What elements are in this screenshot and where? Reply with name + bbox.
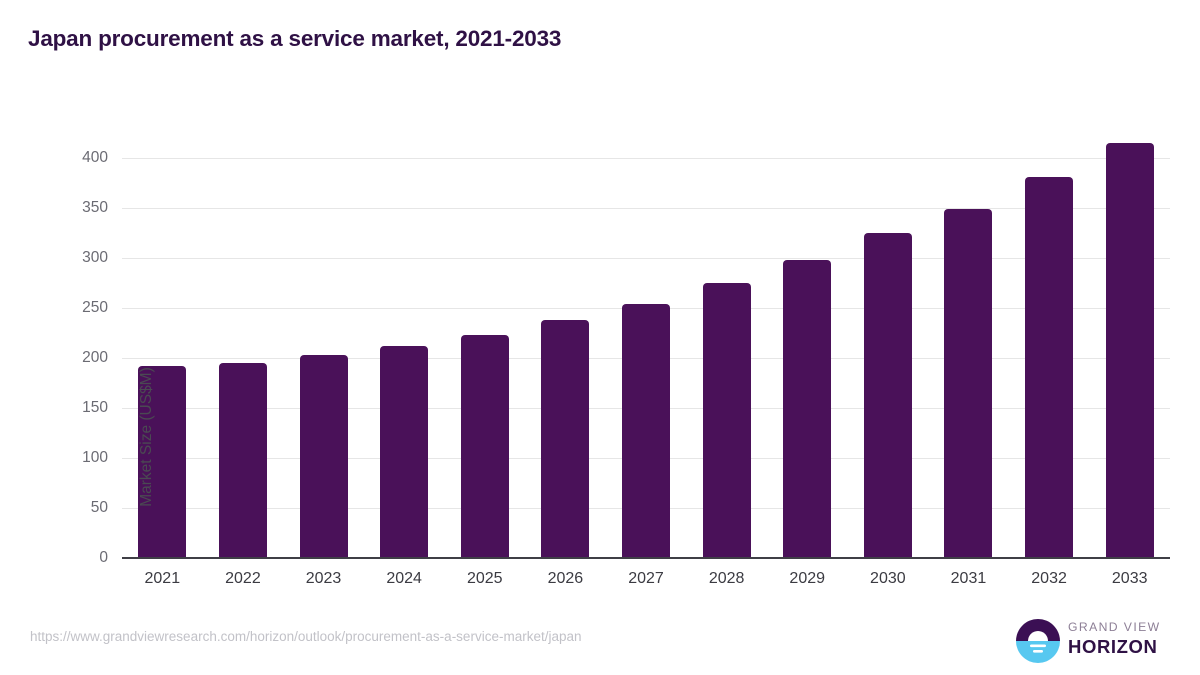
logo-wordmark: GRAND VIEW HORIZON — [1068, 619, 1174, 658]
bar[interactable] — [944, 209, 993, 558]
bar[interactable] — [702, 283, 751, 558]
x-axis-tick-label: 2022 — [225, 570, 261, 587]
source-url: https://www.grandviewresearch.com/horizo… — [30, 629, 582, 644]
y-axis-tick-label: 350 — [82, 199, 108, 216]
bar[interactable] — [299, 355, 348, 558]
x-axis-tick-label: 2031 — [950, 570, 987, 587]
y-axis-title: Market Size (US$M) — [138, 367, 155, 507]
x-axis-line — [122, 557, 1170, 559]
y-axis-tick-label: 250 — [82, 299, 108, 316]
gridline — [122, 158, 1170, 159]
x-axis-tick-label: 2033 — [1111, 570, 1148, 587]
bar[interactable] — [541, 320, 590, 558]
bar[interactable] — [783, 260, 832, 558]
y-axis-tick-label: 150 — [82, 399, 108, 416]
x-axis-tick-label: 2030 — [870, 570, 906, 587]
logo-line-2: HORIZON — [1068, 636, 1158, 657]
bar[interactable] — [138, 366, 187, 558]
y-axis-tick-label: 50 — [90, 499, 108, 516]
y-axis-tick-label: 400 — [82, 149, 108, 166]
bar[interactable] — [218, 363, 267, 558]
y-axis-tick-labels: 0 50 100 150 200 250 300 350 400 — [36, 128, 108, 566]
bar[interactable] — [622, 304, 670, 558]
x-axis-tick-label: 2024 — [386, 570, 422, 587]
x-axis-tick-label: 2027 — [628, 570, 664, 587]
y-axis-tick-label: 100 — [82, 449, 108, 466]
y-axis-tick-label: 0 — [99, 549, 108, 566]
bar[interactable] — [1025, 177, 1074, 558]
gridline — [122, 258, 1170, 259]
bar[interactable] — [1105, 143, 1154, 558]
x-axis-tick-label: 2032 — [1031, 570, 1067, 587]
x-axis-tick-label: 2025 — [466, 570, 503, 587]
bar[interactable] — [863, 233, 912, 558]
x-axis-tick-label: 2026 — [547, 570, 584, 587]
x-axis-tick-label: 2021 — [144, 570, 181, 587]
horizon-logo-icon — [1015, 618, 1061, 664]
page-title: Japan procurement as a service market, 2… — [28, 26, 562, 51]
plot-area: Market Size (US$M) — [122, 128, 1170, 558]
grand-view-horizon-logo: GRAND VIEW HORIZON — [1012, 616, 1174, 666]
x-axis-tick-label: 2028 — [708, 570, 745, 587]
bar[interactable] — [380, 346, 429, 558]
gridline — [122, 208, 1170, 209]
x-axis-tick-label: 2029 — [789, 570, 826, 587]
x-axis-tick-label: 2023 — [305, 570, 342, 587]
y-axis-tick-label: 300 — [82, 249, 108, 266]
y-axis-tick-label: 200 — [82, 349, 108, 366]
logo-line-1: GRAND VIEW — [1068, 620, 1161, 634]
bar[interactable] — [460, 335, 509, 558]
